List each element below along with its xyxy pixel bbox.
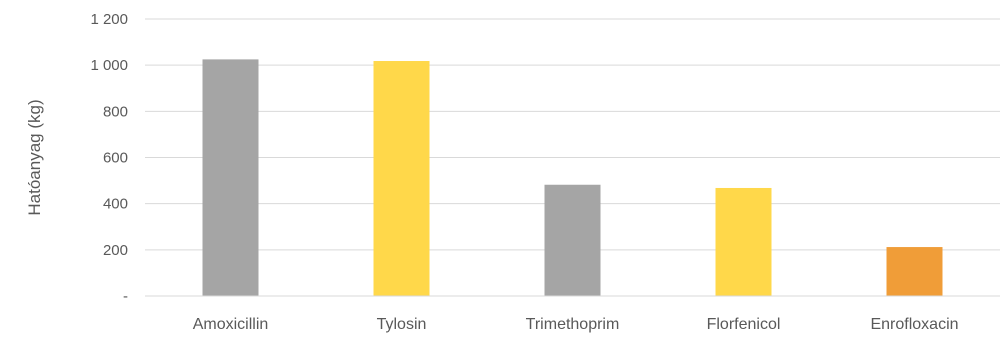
gridlines	[145, 18, 1000, 251]
y-tick-label: 200	[103, 242, 128, 259]
bar-amoxicillin	[202, 59, 259, 297]
bars	[202, 59, 943, 297]
y-tick-label: 800	[103, 103, 128, 120]
y-axis-ticks: - 200 400 600 800 1 000 1 200	[90, 11, 128, 305]
bar-enrofloxacin	[886, 247, 943, 296]
y-tick-label: 600	[103, 150, 128, 167]
x-category-label: Florfenicol	[707, 316, 781, 333]
x-axis-labels: Amoxicillin Tylosin Trimethoprim Florfenico…	[193, 316, 959, 333]
y-axis-title: Hatóanyag (kg)	[25, 99, 44, 215]
x-category-label: Enrofloxacin	[870, 316, 958, 333]
x-category-label: Tylosin	[377, 316, 427, 333]
x-category-label: Amoxicillin	[193, 316, 269, 333]
bar-florfenicol	[715, 187, 772, 296]
bar-trimethoprim	[544, 184, 601, 296]
x-category-label: Trimethoprim	[526, 316, 620, 333]
y-tick-label: 1 200	[90, 11, 128, 28]
y-tick-label: 400	[103, 196, 128, 213]
bar-tylosin	[373, 61, 430, 297]
y-tick-label: -	[123, 288, 128, 305]
y-tick-label: 1 000	[90, 57, 128, 74]
